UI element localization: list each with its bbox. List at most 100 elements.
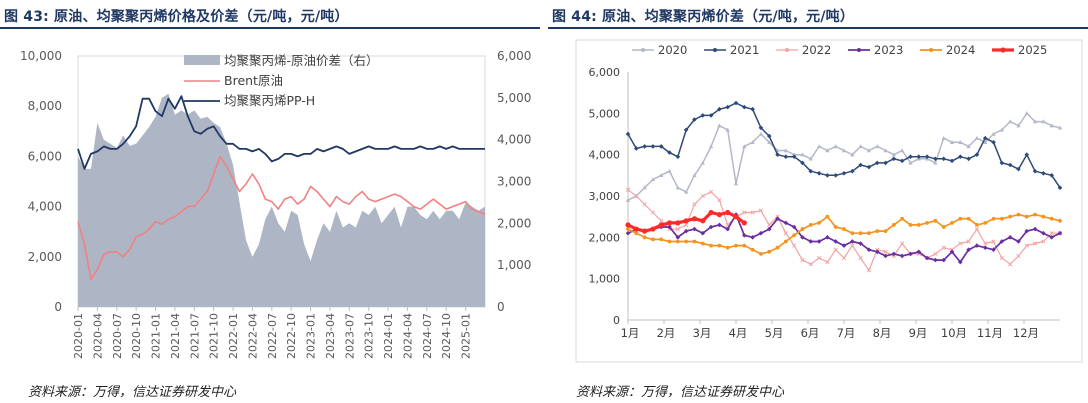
data-point bbox=[725, 127, 730, 132]
data-point bbox=[1041, 230, 1046, 236]
x-tick-label: 2020-07 bbox=[111, 313, 124, 359]
data-point bbox=[941, 135, 946, 140]
data-point bbox=[800, 257, 805, 263]
source-note: 资料来源：万得，信达证券研发中心 bbox=[28, 385, 237, 400]
data-point bbox=[750, 247, 755, 252]
series-pp-line bbox=[77, 95, 485, 170]
data-point bbox=[717, 123, 722, 128]
x-tick-label: 2023-01 bbox=[305, 313, 318, 359]
data-point bbox=[1057, 185, 1063, 191]
data-point bbox=[759, 251, 763, 256]
data-point bbox=[783, 239, 788, 244]
data-point bbox=[675, 220, 681, 226]
legend-label-2021: 2021 bbox=[730, 43, 759, 57]
data-point bbox=[683, 218, 689, 224]
y-right-tick-label: 2,000 bbox=[497, 216, 531, 230]
data-point bbox=[866, 164, 872, 170]
x-tick-label: 3月 bbox=[693, 326, 712, 340]
data-point bbox=[1057, 125, 1063, 130]
data-point bbox=[866, 268, 872, 273]
data-point bbox=[983, 220, 988, 225]
data-point bbox=[883, 249, 888, 254]
y-left-tick-label: 2,000 bbox=[28, 250, 62, 264]
data-point bbox=[808, 239, 814, 244]
data-point bbox=[634, 193, 639, 199]
data-point bbox=[933, 156, 938, 162]
y-tick-label: 3,000 bbox=[589, 190, 621, 203]
data-point bbox=[675, 226, 680, 232]
data-point bbox=[625, 187, 631, 192]
data-point bbox=[650, 210, 656, 215]
data-point bbox=[684, 239, 689, 244]
x-tick-label: 2025-01 bbox=[460, 313, 473, 359]
data-point bbox=[925, 220, 929, 225]
data-point bbox=[750, 235, 755, 240]
data-point bbox=[700, 160, 705, 165]
y-left-tick-label: 8,000 bbox=[28, 99, 62, 113]
data-point bbox=[792, 243, 797, 248]
data-point bbox=[1024, 111, 1029, 116]
y-right-tick-label: 5,000 bbox=[497, 91, 531, 105]
x-tick-label: 2月 bbox=[657, 326, 676, 340]
data-point bbox=[875, 144, 880, 149]
chart-title: 图 43: 原油、均聚聚丙烯价格及价差（元/吨，元/吨） bbox=[4, 9, 349, 25]
data-point bbox=[683, 127, 689, 133]
data-point bbox=[650, 226, 656, 232]
data-point bbox=[825, 259, 830, 265]
data-point bbox=[924, 255, 930, 261]
data-point bbox=[975, 223, 979, 227]
y-tick-label: 5,000 bbox=[589, 107, 621, 120]
data-point bbox=[642, 144, 647, 149]
data-point bbox=[1049, 235, 1054, 240]
legend-label-2020: 2020 bbox=[658, 43, 687, 57]
data-point bbox=[1024, 214, 1029, 219]
data-point bbox=[633, 226, 639, 232]
data-point bbox=[999, 255, 1004, 261]
x-tick-label: 2024-04 bbox=[401, 313, 414, 359]
data-point bbox=[734, 243, 738, 248]
series-line-2023 bbox=[627, 213, 1061, 263]
data-point bbox=[742, 144, 747, 149]
data-point bbox=[850, 152, 855, 157]
x-tick-label: 2023-04 bbox=[324, 313, 337, 359]
data-point bbox=[717, 222, 722, 228]
data-point bbox=[950, 220, 954, 225]
data-point bbox=[1016, 253, 1021, 259]
x-tick-label: 2024-01 bbox=[382, 313, 395, 359]
x-tick-label: 2021-01 bbox=[150, 313, 163, 359]
x-tick-label: 9月 bbox=[909, 326, 928, 340]
y-right-tick-label: 1,000 bbox=[497, 258, 531, 272]
data-point bbox=[966, 144, 971, 149]
data-point bbox=[750, 210, 755, 215]
data-point bbox=[816, 170, 822, 176]
series-spread-area bbox=[78, 93, 485, 307]
data-point bbox=[966, 247, 971, 253]
x-tick-label: 2020-04 bbox=[91, 313, 104, 359]
x-tick-label: 2022-10 bbox=[285, 313, 298, 359]
data-point bbox=[709, 243, 713, 248]
x-tick-label: 2021-04 bbox=[169, 313, 182, 359]
title-rule bbox=[0, 27, 540, 29]
data-point bbox=[767, 222, 772, 228]
data-point bbox=[991, 216, 996, 221]
data-point bbox=[758, 230, 764, 236]
data-point bbox=[742, 243, 747, 248]
data-point bbox=[1041, 170, 1046, 176]
chart-title: 图 44: 原油、均聚聚丙烯价差（元/吨，元/吨） bbox=[552, 9, 855, 25]
data-point bbox=[883, 160, 888, 166]
data-point bbox=[750, 139, 755, 144]
x-tick-label: 8月 bbox=[873, 326, 892, 340]
data-point bbox=[841, 255, 847, 261]
data-point bbox=[941, 156, 946, 162]
data-point bbox=[966, 239, 971, 244]
series-2025 bbox=[625, 209, 747, 234]
data-point bbox=[874, 160, 880, 166]
x-tick-label: 7月 bbox=[837, 326, 856, 340]
data-point bbox=[708, 209, 714, 216]
data-point bbox=[783, 220, 789, 226]
data-point bbox=[716, 212, 722, 218]
data-point bbox=[775, 245, 780, 250]
y-left-tick-label: 6,000 bbox=[28, 149, 62, 163]
series-2021 bbox=[625, 100, 1063, 191]
data-point bbox=[866, 148, 872, 153]
